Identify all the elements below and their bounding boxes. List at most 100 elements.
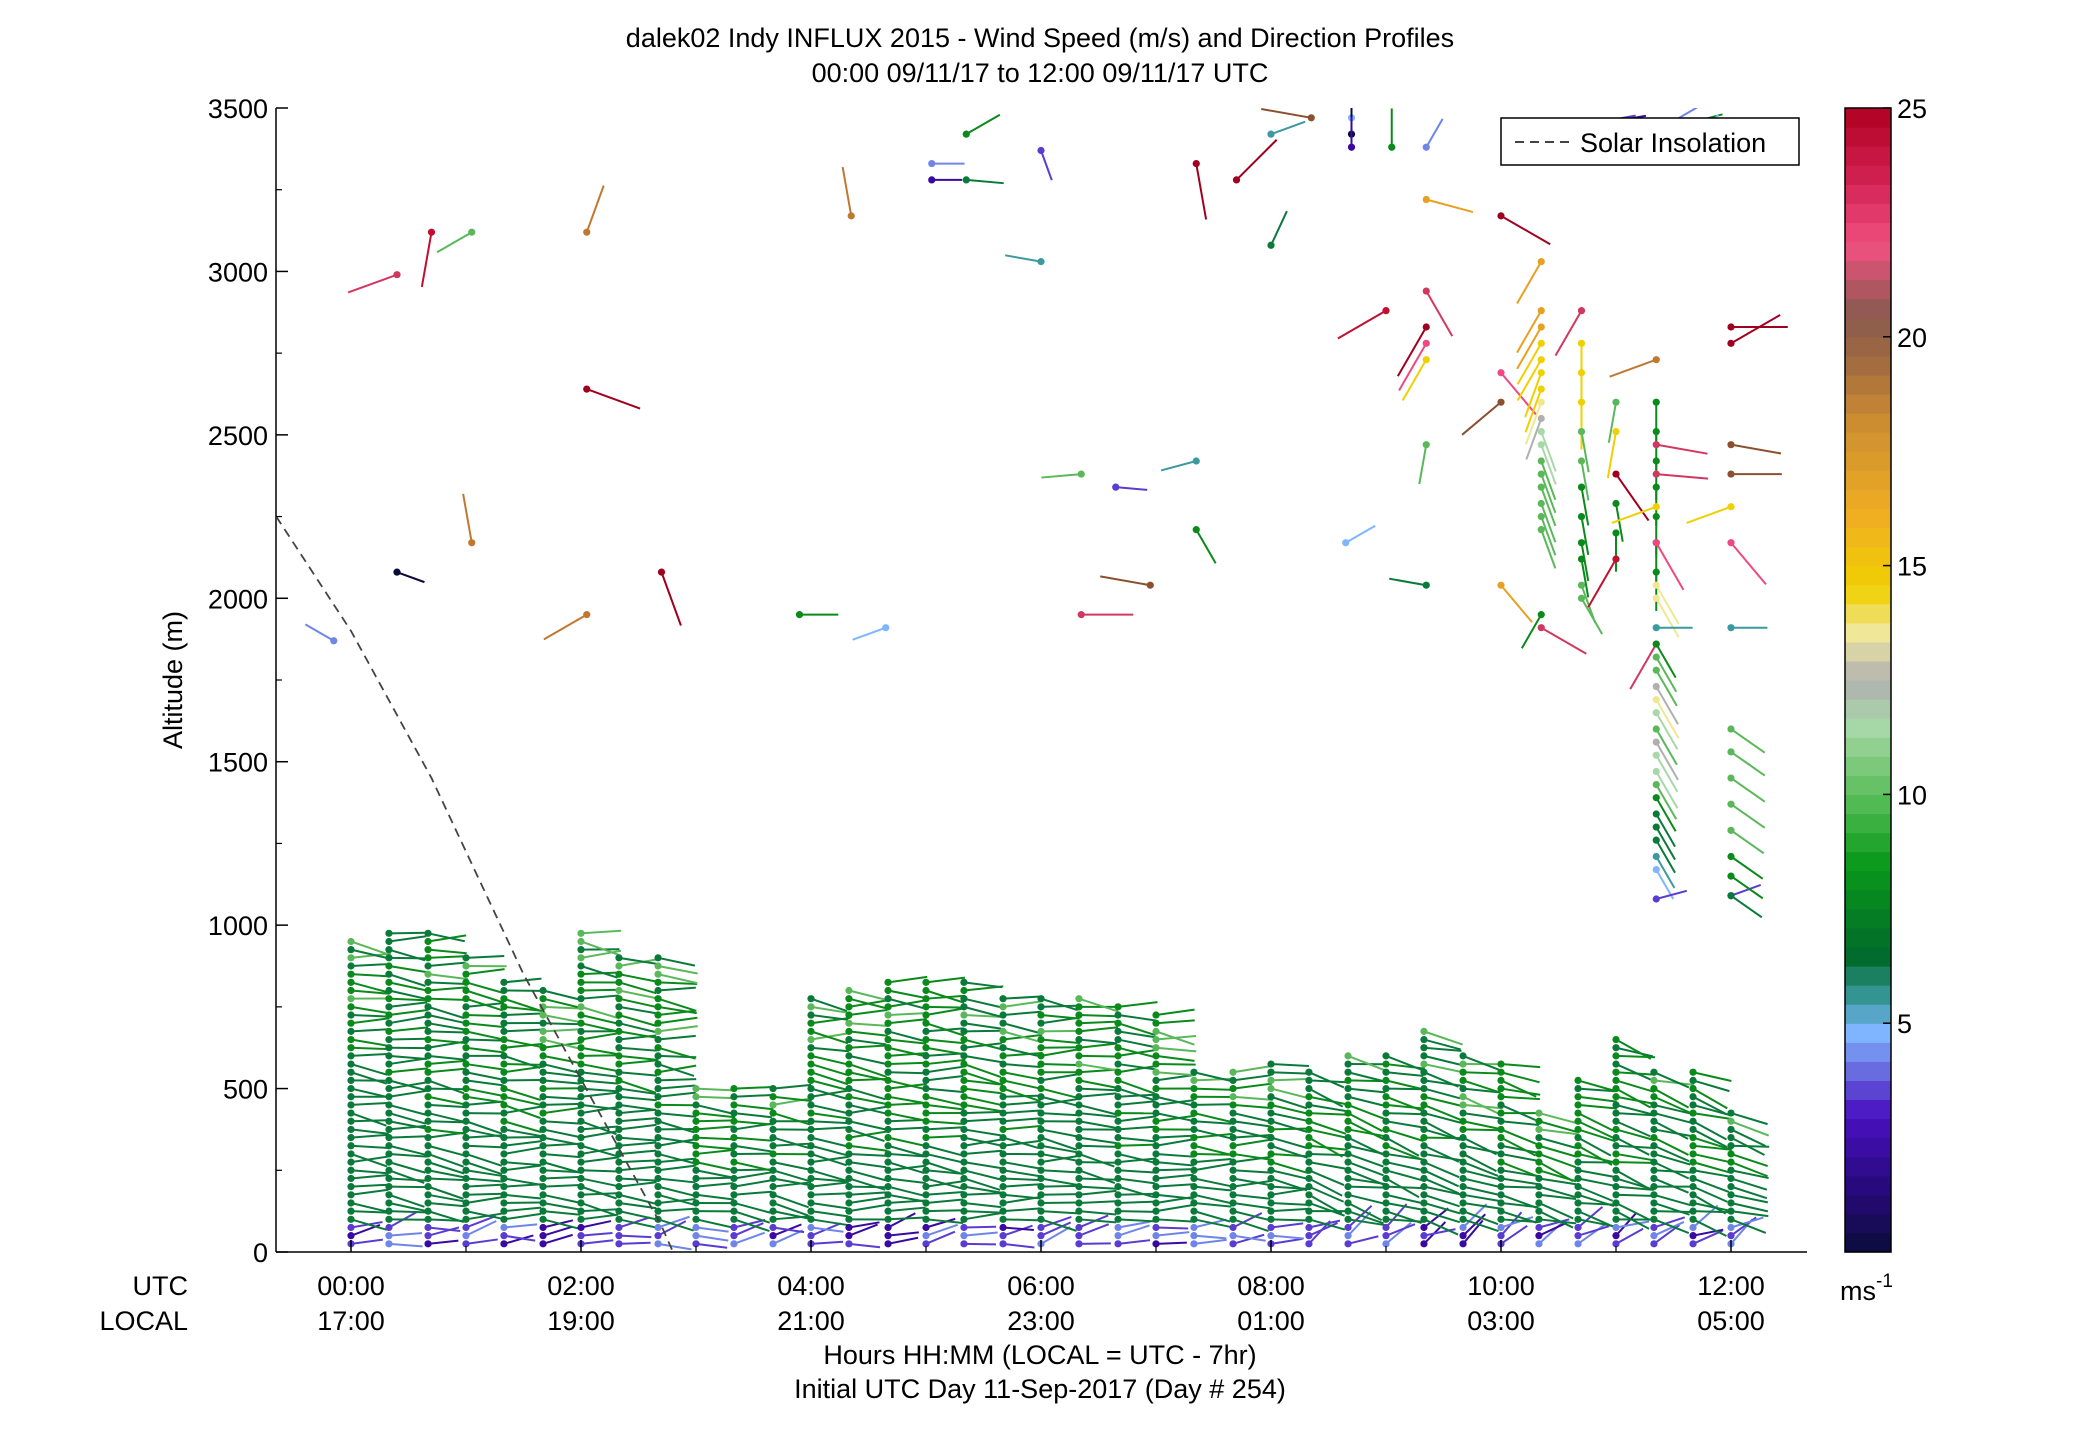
low-level-barb-dot [692,1085,699,1092]
low-level-barb-dot [1459,1191,1466,1198]
low-level-barb-dot [999,1191,1006,1198]
low-level-barb-stem [734,1095,772,1097]
low-level-barb-stem [543,1211,580,1215]
low-level-barb-dot [730,1175,737,1182]
low-level-barb-dot [462,1085,469,1092]
low-level-barb-dot [500,1126,507,1133]
low-level-barb-dot [462,1175,469,1182]
low-level-barb-dot [1689,1101,1696,1108]
low-level-barb-dot [539,987,546,994]
low-level-barb-dot [1612,1052,1619,1059]
low-level-barb-dot [1689,1118,1696,1125]
low-level-barb-dot [1190,1101,1197,1108]
low-level-barb-dot [1344,1052,1351,1059]
x-tick-label-utc: 06:00 [1007,1271,1075,1301]
low-level-barb-dot [500,1191,507,1198]
upper-barb-dot [1653,654,1660,661]
colorbar-band [1845,852,1891,872]
low-level-barb-dot [347,1093,354,1100]
low-level-barb-dot [807,1052,814,1059]
low-level-barb-dot [1497,1142,1504,1149]
colorbar-band [1845,489,1891,509]
low-level-barb-dot [577,1199,584,1206]
low-level-barb-stem [926,1048,965,1055]
low-level-barb-stem [1156,1031,1194,1044]
low-level-barb-dot [884,1069,891,1076]
low-level-barb-stem [658,1178,695,1182]
low-level-barb-dot [654,1118,661,1125]
low-level-barb-dot [1497,1093,1504,1100]
low-level-barb-stem [581,1080,618,1083]
colorbar-band [1845,833,1891,853]
low-level-barb-stem [1386,1105,1424,1109]
low-level-barb-dot [730,1199,737,1206]
low-level-barb-dot [347,1085,354,1092]
low-level-barb-dot [1420,1109,1427,1116]
low-level-barb-stem [619,1048,657,1051]
upper-barb-dot [1578,399,1585,406]
low-level-barb-stem [1003,1064,1040,1067]
low-level-barb-dot [1344,1109,1351,1116]
low-level-barb-stem [1309,1129,1347,1137]
low-level-barb-dot [654,1077,661,1084]
low-level-barb-dot [1152,1232,1159,1239]
colorbar-unit: ms-1 [1840,1271,1893,1306]
low-level-barb-dot [654,1183,661,1190]
low-level-barb-stem [581,1072,618,1077]
upper-barb-dot [1727,827,1734,834]
low-level-barb-stem [1309,1113,1349,1115]
low-level-barb-dot [577,979,584,986]
low-level-barb-dot [999,1093,1006,1100]
low-level-barb-stem [466,1031,505,1039]
colorbar-band [1845,547,1891,567]
low-level-barb-stem [1194,1089,1233,1090]
low-level-barb-dot [1190,1159,1197,1166]
low-level-barb-stem [888,1187,924,1196]
low-level-barb-dot [615,1191,622,1198]
low-level-barb-stem [1233,1105,1273,1108]
low-level-barb-dot [1305,1109,1312,1116]
low-level-barb-dot [1535,1109,1542,1116]
low-level-barb-stem [964,982,1002,987]
low-level-barb-dot [999,1199,1006,1206]
low-level-barb-dot [1497,1216,1504,1223]
low-level-barb-dot [654,1240,661,1247]
low-level-barb-dot [424,1109,431,1116]
low-level-barb-stem [1501,1064,1540,1067]
low-level-barb-dot [1075,1142,1082,1149]
low-level-barb-dot [347,1003,354,1010]
low-level-barb-dot [1305,1126,1312,1133]
low-level-barb-stem [1463,1187,1500,1195]
low-level-barb-stem [581,1092,619,1096]
low-level-barb-stem [581,1157,619,1162]
low-level-barb-dot [1037,1028,1044,1035]
low-level-barb-dot [884,1118,891,1125]
low-level-barb-dot [1650,1216,1657,1223]
low-level-barb-dot [347,954,354,961]
upper-barb-dot [1578,428,1585,435]
low-level-barb-dot [424,1199,431,1206]
low-level-barb-stem [926,1121,965,1124]
low-level-barb-stem [466,1089,504,1097]
low-level-barb-dot [654,1060,661,1067]
colorbar-band [1845,508,1891,528]
low-level-barb-dot [1535,1216,1542,1223]
x-axis-label: Hours HH:MM (LOCAL = UTC - 7hr) [823,1340,1256,1370]
low-level-barb-dot [1612,1216,1619,1223]
low-level-barb-dot [884,1183,891,1190]
low-level-barb-dot [385,1003,392,1010]
low-level-barb-dot [500,1109,507,1116]
low-level-barb-dot [424,1085,431,1092]
upper-barb-stem [348,275,397,293]
upper-barb-dot [1653,768,1660,775]
low-level-barb-dot [1114,1069,1121,1076]
low-level-barb-dot [692,1109,699,1116]
upper-barb-dot [1727,441,1734,448]
y-tick-label: 500 [223,1075,268,1105]
low-level-barb-dot [385,1028,392,1035]
low-level-barb-dot [385,1167,392,1174]
low-level-barb-dot [769,1224,776,1231]
colorbar-band [1845,661,1891,681]
upper-barb-stem [587,389,640,408]
low-level-barb-dot [1037,1191,1044,1198]
